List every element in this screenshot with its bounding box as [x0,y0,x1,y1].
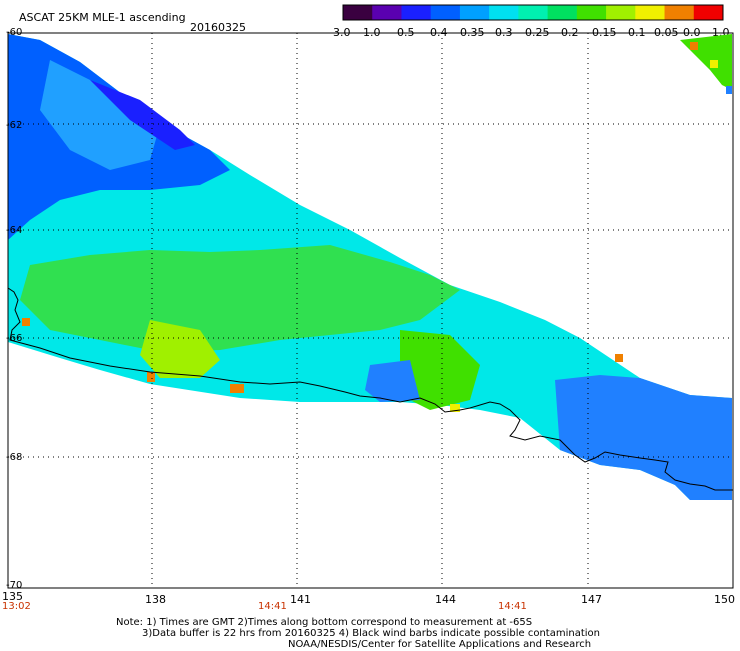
swath-data-layer [8,34,732,500]
swath-blue-cell [726,86,732,94]
swath-yellow-green-patch [140,320,220,378]
y-axis-label: -62 [6,120,23,131]
y-axis-label: -60 [6,27,23,38]
color-scale-swatch [693,5,724,20]
color-scale-swatch [576,5,607,20]
x-axis-label: 141 [290,593,311,606]
graticule [8,33,733,588]
x-axis-label: 135 [2,590,23,603]
color-scale-swatch [343,5,373,20]
color-scale-swatch [518,5,549,20]
swath-corner-region [680,34,732,90]
color-scale-swatch [459,5,490,20]
swath-blue-patch [365,360,420,402]
map-frame [7,32,734,589]
swath-green-patch-east [400,330,480,410]
y-axis-label: -66 [6,333,23,344]
x-axis-label: 138 [145,593,166,606]
x-axis-label: 147 [581,593,602,606]
time-label: 14:41 [258,601,287,612]
note-line: Note: 1) Times are GMT 2)Times along bot… [116,617,533,628]
swath-orange-cell [230,384,244,393]
y-axis-label: -68 [6,452,23,463]
time-label-start: 13:02 [2,601,31,612]
note-line: 3)Data buffer is 22 hrs from 20160325 4)… [142,628,600,639]
swath-light-blue-patch [40,60,160,170]
swath-orange-cell [615,354,623,362]
swath-orange-cell [22,318,30,326]
product-title: ASCAT 25KM MLE-1 ascending [19,11,186,24]
color-scale-swatch [606,5,636,20]
color-scale-swatch [430,5,461,20]
credit-line: NOAA/NESDIS/Center for Satellite Applica… [288,639,592,650]
color-scale-swatch [635,5,666,20]
y-axis-label: -64 [6,225,23,236]
x-axis-label: 150 [714,593,735,606]
swath-orange-cell [147,372,155,382]
swath-yellow-cell [450,404,460,412]
antarctic-coastline [7,287,733,491]
color-scale-swatch [489,5,519,20]
color-scale-swatch [547,5,578,20]
swath-green-region [20,245,460,352]
color-scale-swatch [372,5,402,20]
time-label: 14:41 [498,601,527,612]
swath-blue-region-east [555,375,732,500]
color-scale-bar [342,4,724,21]
swath-orange-cell [690,42,698,50]
swath-dark-blue-patch [90,80,195,150]
y-axis-label: -70 [6,580,23,591]
product-date: 20160325 [190,21,246,34]
x-axis-label: 144 [435,593,456,606]
swath-yellow-cell [710,60,718,68]
color-scale-swatch [664,5,695,20]
color-scale-swatch [401,5,432,20]
